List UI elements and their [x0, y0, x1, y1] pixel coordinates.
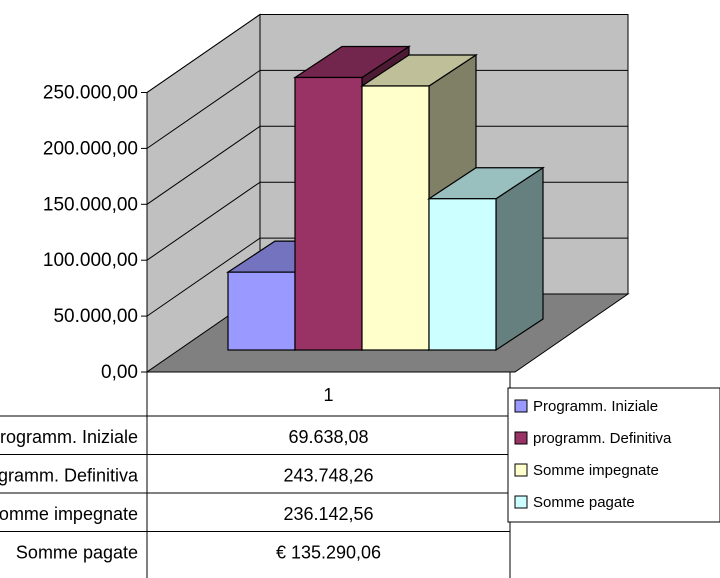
table-value: 69.638,08 [288, 427, 368, 447]
table-header-label: 1 [323, 385, 333, 405]
bar-front [294, 76, 363, 351]
y-tick-label: 50.000,00 [53, 306, 138, 327]
bar-front [428, 198, 497, 351]
legend: Programm. Iniziale programm. Definitiva So… [507, 387, 720, 523]
y-axis: 0,00 50.000,00 100.000,00 150.000,00 200.000… [43, 83, 148, 383]
legend-swatch [514, 495, 528, 509]
table-value: 243.748,26 [283, 466, 373, 486]
bar-front [227, 271, 296, 351]
bars [226, 45, 545, 352]
legend-label: Somme pagate [533, 494, 635, 511]
legend-box [507, 387, 720, 523]
table-row-label: Programm. Iniziale [0, 427, 138, 447]
gridline [146, 69, 628, 149]
legend-swatch [514, 431, 528, 445]
y-tick-label: 0,00 [101, 362, 138, 383]
legend-swatch [514, 399, 528, 413]
data-table: 1 Programm. Iniziale 69.638,08 Programm. De… [0, 371, 511, 578]
legend-label: Programm. Iniziale [533, 398, 658, 415]
legend-swatch [514, 463, 528, 477]
gridline [146, 14, 628, 93]
table-row-label: Programm. Definitiva [0, 466, 139, 486]
table-row-label: Somme pagate [16, 543, 138, 563]
table-value: € 135.290,06 [276, 543, 381, 563]
bar-3 [427, 166, 545, 352]
table-value: 236.142,56 [283, 504, 373, 524]
y-tick-label: 150.000,00 [43, 194, 138, 215]
legend-label: programm. Definitiva [533, 430, 672, 447]
y-tick-label: 100.000,00 [43, 250, 138, 271]
gridline [146, 125, 628, 205]
bar-side [495, 166, 544, 352]
bar-front [361, 85, 430, 351]
y-tick-label: 200.000,00 [43, 138, 138, 159]
y-tick-label: 250.000,00 [43, 83, 138, 104]
table-row-label: Somme impegnate [0, 504, 138, 524]
legend-label: Somme impegnate [533, 462, 659, 479]
